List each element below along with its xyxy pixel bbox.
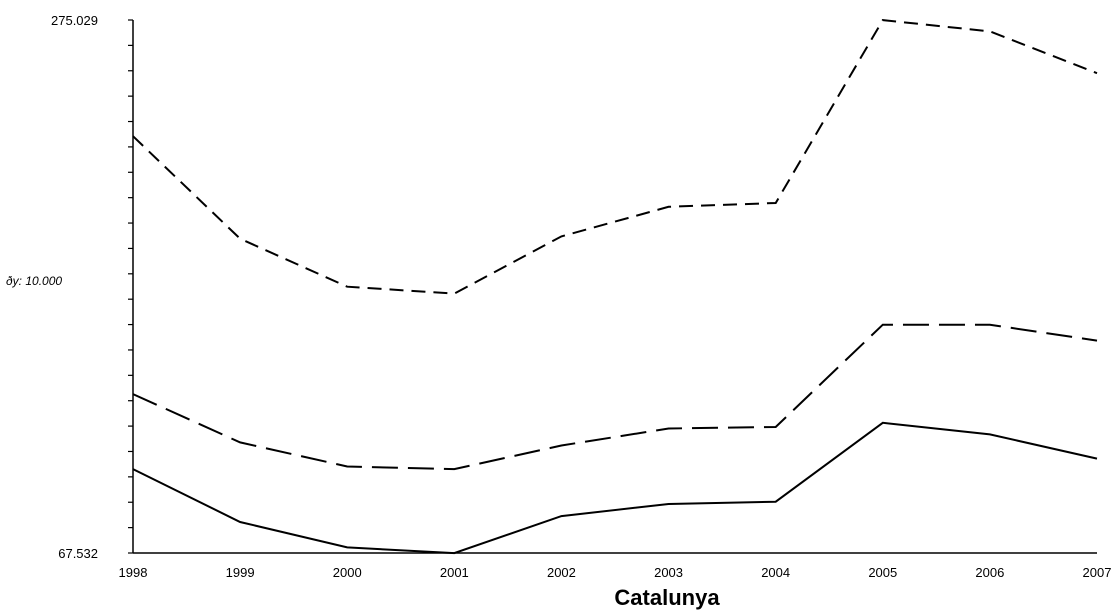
x-tick-label: 1998 [119,565,148,580]
series-lines [132,19,1098,555]
x-tick-labels: 1998 1999 2000 2001 2002 2003 2004 2005 2006 2007 [119,565,1112,580]
y-axis: 275.029 67.532 ðy: 10.000 [6,13,134,561]
chart-title: Catalunya [614,585,720,610]
x-tick-label: 2001 [440,565,469,580]
y-minor-ticks [128,19,133,554]
series-line-2 [132,323,1098,471]
x-tick-label: 2000 [333,565,362,580]
y-tick-label-max: 275.029 [51,13,98,28]
x-tick-label: 1999 [226,565,255,580]
x-tick-label: 2004 [761,565,790,580]
series-line-1 [132,19,1098,295]
x-axis: 1998 1999 2000 2001 2002 2003 2004 2005 2006 2007 [119,552,1112,580]
y-tick-label-min: 67.532 [58,546,98,561]
x-tick-label: 2006 [975,565,1004,580]
x-tick-label: 2005 [868,565,897,580]
x-tick-label: 2007 [1083,565,1112,580]
series-line-3 [132,421,1098,555]
y-axis-step-note: ðy: 10.000 [6,274,62,288]
x-tick-label: 2003 [654,565,683,580]
x-tick-label: 2002 [547,565,576,580]
